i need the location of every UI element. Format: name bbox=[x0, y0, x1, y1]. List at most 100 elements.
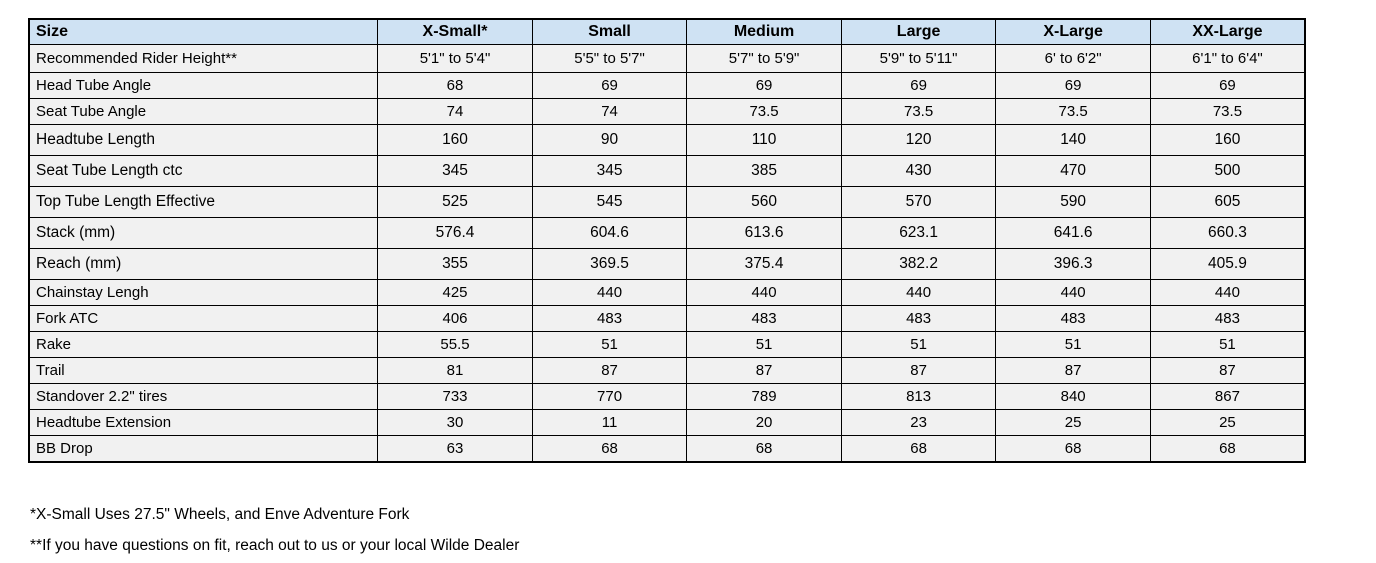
column-header-xx-large: XX-Large bbox=[1149, 18, 1306, 45]
value-cell: 63 bbox=[377, 435, 533, 463]
value-cell: 160 bbox=[1149, 124, 1306, 156]
value-cell: 345 bbox=[531, 155, 688, 187]
value-cell: 51 bbox=[995, 331, 1151, 358]
row-label: Trail bbox=[28, 357, 379, 384]
value-cell: 483 bbox=[995, 305, 1151, 332]
value-cell: 30 bbox=[377, 409, 533, 436]
value-cell: 68 bbox=[531, 435, 688, 463]
value-cell: 5'5" to 5'7" bbox=[531, 44, 688, 73]
value-cell: 6' to 6'2" bbox=[995, 44, 1151, 73]
value-cell: 440 bbox=[531, 279, 688, 306]
value-cell: 623.1 bbox=[840, 217, 997, 249]
value-cell: 605 bbox=[1149, 186, 1306, 218]
table-row: Headtube Extension 30 11 20 23 25 25 bbox=[28, 409, 1306, 436]
table-row: Recommended Rider Height** 5'1" to 5'4" 5… bbox=[28, 44, 1306, 73]
value-cell: 51 bbox=[840, 331, 997, 358]
value-cell: 69 bbox=[1149, 72, 1306, 99]
value-cell: 375.4 bbox=[686, 248, 842, 280]
value-cell: 87 bbox=[995, 357, 1151, 384]
value-cell: 5'7" to 5'9" bbox=[686, 44, 842, 73]
value-cell: 604.6 bbox=[531, 217, 688, 249]
column-header-large: Large bbox=[840, 18, 997, 45]
table-row: Head Tube Angle 68 69 69 69 69 69 bbox=[28, 72, 1306, 99]
value-cell: 87 bbox=[1149, 357, 1306, 384]
table-row: Reach (mm) 355 369.5 375.4 382.2 396.3 405.9 bbox=[28, 248, 1306, 280]
column-header-small: Small bbox=[531, 18, 688, 45]
value-cell: 813 bbox=[840, 383, 997, 410]
value-cell: 355 bbox=[377, 248, 533, 280]
row-label: Head Tube Angle bbox=[28, 72, 379, 99]
footnotes: *X-Small Uses 27.5" Wheels, and Enve Adv… bbox=[28, 499, 1376, 561]
value-cell: 483 bbox=[1149, 305, 1306, 332]
value-cell: 440 bbox=[686, 279, 842, 306]
table-row: Fork ATC 406 483 483 483 483 483 bbox=[28, 305, 1306, 332]
value-cell: 570 bbox=[840, 186, 997, 218]
value-cell: 68 bbox=[1149, 435, 1306, 463]
row-label: Recommended Rider Height** bbox=[28, 44, 379, 73]
value-cell: 396.3 bbox=[995, 248, 1151, 280]
value-cell: 613.6 bbox=[686, 217, 842, 249]
value-cell: 770 bbox=[531, 383, 688, 410]
value-cell: 68 bbox=[686, 435, 842, 463]
value-cell: 69 bbox=[840, 72, 997, 99]
value-cell: 68 bbox=[840, 435, 997, 463]
column-header-x-small: X-Small* bbox=[377, 18, 533, 45]
value-cell: 483 bbox=[686, 305, 842, 332]
value-cell: 11 bbox=[531, 409, 688, 436]
geometry-table: Size X-Small* Small Medium Large X-Large… bbox=[28, 18, 1306, 463]
value-cell: 590 bbox=[995, 186, 1151, 218]
value-cell: 23 bbox=[840, 409, 997, 436]
value-cell: 6'1" to 6'4" bbox=[1149, 44, 1306, 73]
column-header-size: Size bbox=[28, 18, 379, 45]
value-cell: 525 bbox=[377, 186, 533, 218]
value-cell: 483 bbox=[840, 305, 997, 332]
value-cell: 87 bbox=[531, 357, 688, 384]
table-row: Chainstay Lengh 425 440 440 440 440 440 bbox=[28, 279, 1306, 306]
value-cell: 51 bbox=[1149, 331, 1306, 358]
value-cell: 576.4 bbox=[377, 217, 533, 249]
value-cell: 69 bbox=[686, 72, 842, 99]
value-cell: 74 bbox=[531, 98, 688, 125]
row-label: Standover 2.2" tires bbox=[28, 383, 379, 410]
table-header-row: Size X-Small* Small Medium Large X-Large… bbox=[28, 18, 1306, 45]
value-cell: 660.3 bbox=[1149, 217, 1306, 249]
value-cell: 840 bbox=[995, 383, 1151, 410]
table-row: Trail 81 87 87 87 87 87 bbox=[28, 357, 1306, 384]
value-cell: 110 bbox=[686, 124, 842, 156]
value-cell: 73.5 bbox=[686, 98, 842, 125]
table-row: Seat Tube Length ctc 345 345 385 430 470 500 bbox=[28, 155, 1306, 187]
value-cell: 733 bbox=[377, 383, 533, 410]
value-cell: 641.6 bbox=[995, 217, 1151, 249]
value-cell: 430 bbox=[840, 155, 997, 187]
table-row: Stack (mm) 576.4 604.6 613.6 623.1 641.6 660.… bbox=[28, 217, 1306, 249]
value-cell: 81 bbox=[377, 357, 533, 384]
value-cell: 69 bbox=[995, 72, 1151, 99]
value-cell: 5'1" to 5'4" bbox=[377, 44, 533, 73]
value-cell: 90 bbox=[531, 124, 688, 156]
row-label: Seat Tube Angle bbox=[28, 98, 379, 125]
row-label: Headtube Length bbox=[28, 124, 379, 156]
value-cell: 87 bbox=[840, 357, 997, 384]
value-cell: 5'9" to 5'11" bbox=[840, 44, 997, 73]
value-cell: 345 bbox=[377, 155, 533, 187]
value-cell: 160 bbox=[377, 124, 533, 156]
row-label: Chainstay Lengh bbox=[28, 279, 379, 306]
row-label: Seat Tube Length ctc bbox=[28, 155, 379, 187]
value-cell: 120 bbox=[840, 124, 997, 156]
value-cell: 440 bbox=[840, 279, 997, 306]
value-cell: 405.9 bbox=[1149, 248, 1306, 280]
value-cell: 20 bbox=[686, 409, 842, 436]
value-cell: 369.5 bbox=[531, 248, 688, 280]
value-cell: 73.5 bbox=[840, 98, 997, 125]
value-cell: 560 bbox=[686, 186, 842, 218]
value-cell: 406 bbox=[377, 305, 533, 332]
row-label: BB Drop bbox=[28, 435, 379, 463]
value-cell: 25 bbox=[1149, 409, 1306, 436]
value-cell: 68 bbox=[995, 435, 1151, 463]
value-cell: 440 bbox=[1149, 279, 1306, 306]
value-cell: 440 bbox=[995, 279, 1151, 306]
value-cell: 73.5 bbox=[1149, 98, 1306, 125]
value-cell: 68 bbox=[377, 72, 533, 99]
value-cell: 385 bbox=[686, 155, 842, 187]
value-cell: 74 bbox=[377, 98, 533, 125]
